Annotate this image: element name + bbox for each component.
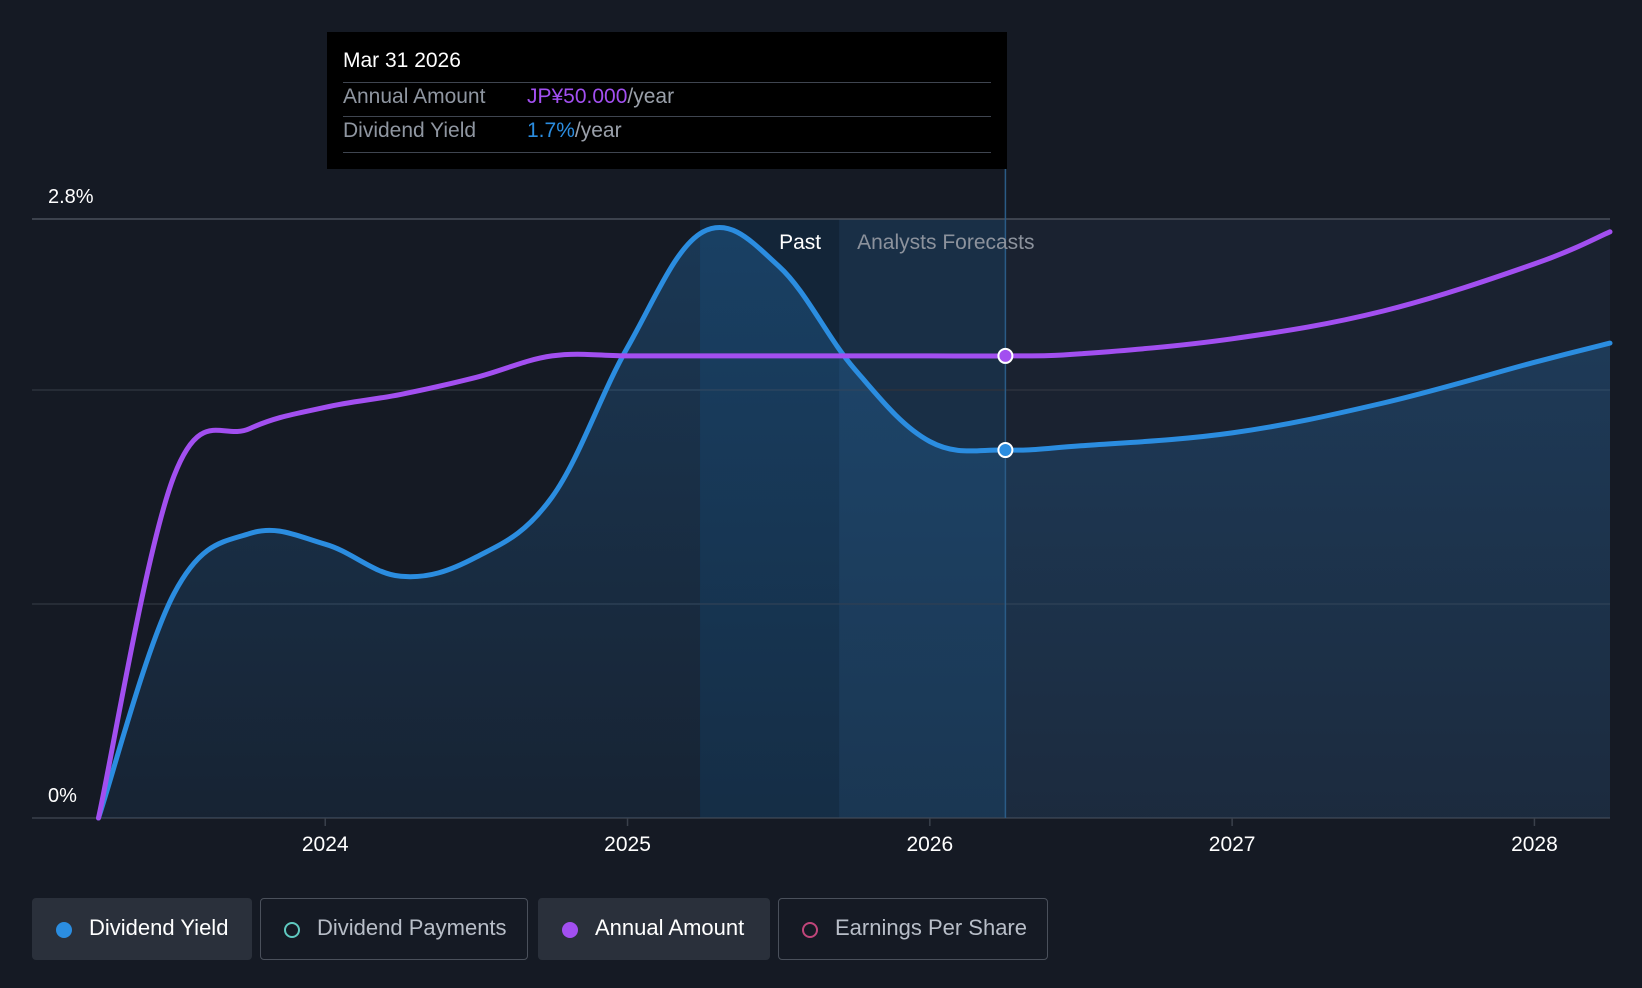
y-tick-label: 2.8% [48, 186, 94, 208]
x-tick-label: 2024 [302, 833, 349, 856]
tooltip-divider [343, 82, 991, 83]
tooltip-divider [343, 116, 991, 117]
tooltip-value: 1.7%/year [527, 119, 622, 142]
x-tick-label: 2027 [1209, 833, 1256, 856]
dividend-yield-line [96, 224, 1613, 821]
axis-ticks: 2024 2025 2026 2027 2028 0% 2.8% [48, 186, 1558, 856]
tooltip-row-annual-amount: Annual Amount JP¥50.000/year [343, 85, 991, 115]
dividend-yield-marker[interactable] [997, 442, 1014, 459]
legend-label: Dividend Yield [89, 915, 229, 940]
filled-circle-icon [562, 922, 578, 938]
legend-label: Annual Amount [595, 915, 745, 940]
x-tick-label: 2028 [1511, 833, 1558, 856]
hollow-circle-icon [802, 922, 818, 938]
legend-earnings-per-share[interactable]: Earnings Per Share [778, 898, 1048, 960]
tooltip-label: Annual Amount [343, 85, 486, 108]
y-tick-label: 0% [48, 785, 77, 807]
filled-circle-icon [56, 922, 72, 938]
annual-amount-line [96, 229, 1613, 821]
tooltip: Mar 31 2026 Annual Amount JP¥50.000/year… [327, 32, 1007, 169]
tooltip-row-dividend-yield: Dividend Yield 1.7%/year [343, 119, 991, 149]
legend-annual-amount[interactable]: Annual Amount [538, 898, 770, 960]
dividend-yield-area [98, 227, 1610, 818]
legend-label: Earnings Per Share [835, 915, 1027, 940]
hollow-circle-icon [284, 922, 300, 938]
analysts-forecasts-label: Analysts Forecasts [857, 231, 1034, 254]
legend-dividend-payments[interactable]: Dividend Payments [260, 898, 528, 960]
tooltip-value: JP¥50.000/year [527, 85, 675, 108]
tooltip-date: Mar 31 2026 [343, 49, 461, 72]
legend-label: Dividend Payments [317, 915, 507, 940]
annual-amount-marker[interactable] [997, 347, 1014, 364]
tooltip-label: Dividend Yield [343, 119, 477, 142]
tooltip-divider [343, 152, 991, 153]
legend-dividend-yield[interactable]: Dividend Yield [32, 898, 252, 960]
x-tick-label: 2026 [906, 833, 953, 856]
x-tick-label: 2025 [604, 833, 651, 856]
chart-svg: Past Analysts Forecasts 2024 2025 2026 2027… [32, 168, 1613, 856]
past-label: Past [779, 231, 821, 254]
